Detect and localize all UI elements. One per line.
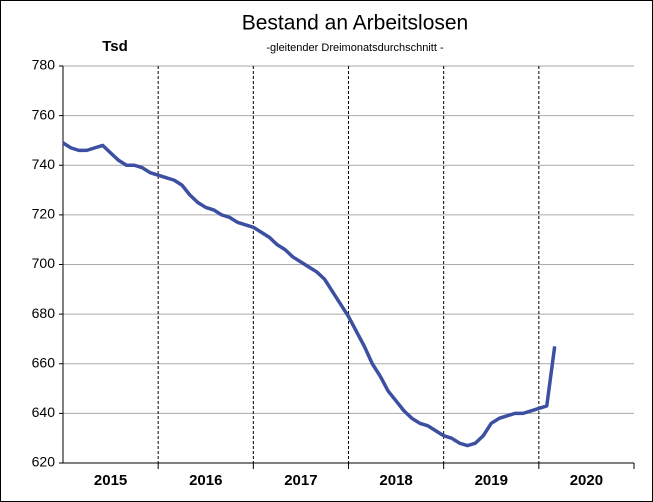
y-unit: Tsd bbox=[102, 38, 128, 55]
y-tick-label: 620 bbox=[32, 454, 56, 470]
y-tick-label: 760 bbox=[32, 106, 56, 122]
chart-title: Bestand an Arbeitslosen bbox=[242, 12, 469, 35]
y-tick-label: 740 bbox=[32, 156, 56, 172]
y-tick-label: 640 bbox=[32, 404, 56, 420]
chart-subtitle: -gleitender Dreimonatsdurchschnitt - bbox=[266, 42, 444, 54]
y-tick-label: 660 bbox=[32, 354, 56, 370]
x-tick-label: 2017 bbox=[284, 472, 317, 489]
y-tick-label: 700 bbox=[32, 255, 56, 271]
y-tick-label: 720 bbox=[32, 206, 56, 222]
x-tick-label: 2016 bbox=[189, 472, 222, 489]
x-tick-label: 2020 bbox=[570, 472, 603, 489]
x-tick-label: 2018 bbox=[379, 472, 412, 489]
data-line bbox=[62, 141, 557, 448]
y-tick-label: 680 bbox=[32, 305, 56, 321]
x-tick-label: 2019 bbox=[475, 472, 508, 489]
x-tick-label: 2015 bbox=[94, 472, 127, 489]
y-tick-label: 780 bbox=[32, 57, 56, 73]
